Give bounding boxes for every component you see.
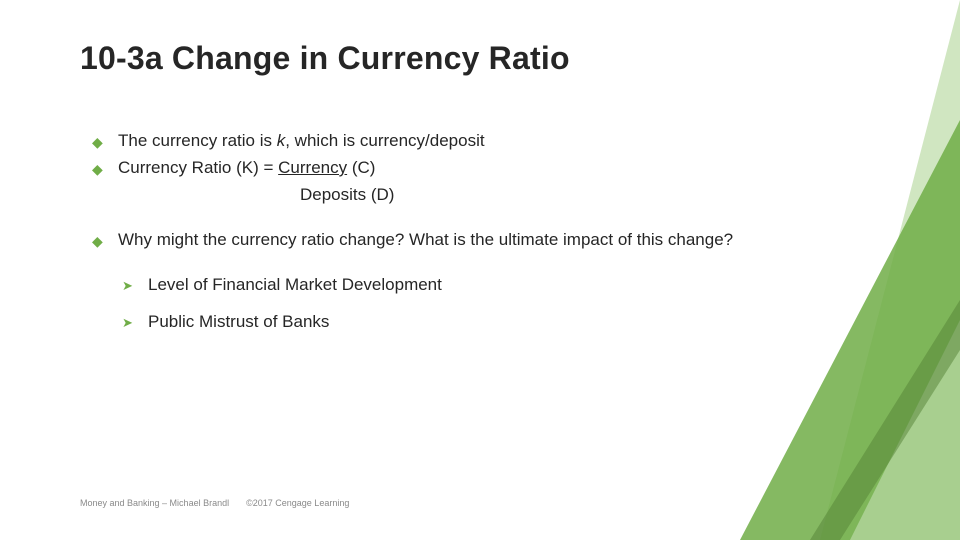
bullet-1: ◆ The currency ratio is k, which is curr…	[92, 130, 812, 153]
formula-prefix: Currency Ratio (K) =	[118, 158, 278, 177]
subbullet-2: ➤ Public Mistrust of Banks	[92, 311, 812, 334]
footer-left: Money and Banking – Michael Brandl	[80, 498, 229, 508]
subbullet-1-text: Level of Financial Market Development	[148, 275, 442, 294]
subbullet-2-text: Public Mistrust of Banks	[148, 312, 329, 331]
bullet-icon: ◆	[92, 160, 103, 179]
bullet-3-text: Why might the currency ratio change? Wha…	[118, 230, 733, 249]
chevron-icon: ➤	[122, 314, 133, 332]
formula-numerator: Currency	[278, 158, 347, 177]
bullet-icon: ◆	[92, 232, 103, 251]
bullet-icon: ◆	[92, 133, 103, 152]
bullet-2-line1: Currency Ratio (K) = Currency (C)	[118, 158, 375, 177]
bullet-2: ◆ Currency Ratio (K) = Currency (C)	[92, 157, 812, 180]
chevron-icon: ➤	[122, 277, 133, 295]
formula-denominator: Deposits (D)	[118, 184, 812, 207]
slide-title: 10-3a Change in Currency Ratio	[80, 40, 570, 77]
footer: Money and Banking – Michael Brandl ©2017…	[80, 498, 349, 508]
slide: 10-3a Change in Currency Ratio ◆ The cur…	[0, 0, 960, 540]
slide-body: ◆ The currency ratio is k, which is curr…	[92, 130, 812, 334]
footer-right: ©2017 Cengage Learning	[246, 498, 349, 508]
subbullet-1: ➤ Level of Financial Market Development	[92, 274, 812, 297]
formula-numerator-tail: (C)	[347, 158, 375, 177]
bullet-1-text: The currency ratio is k, which is curren…	[118, 131, 485, 150]
bullet-2-line2-wrap: Deposits (D)	[92, 184, 812, 207]
bullet-3: ◆ Why might the currency ratio change? W…	[92, 229, 812, 252]
